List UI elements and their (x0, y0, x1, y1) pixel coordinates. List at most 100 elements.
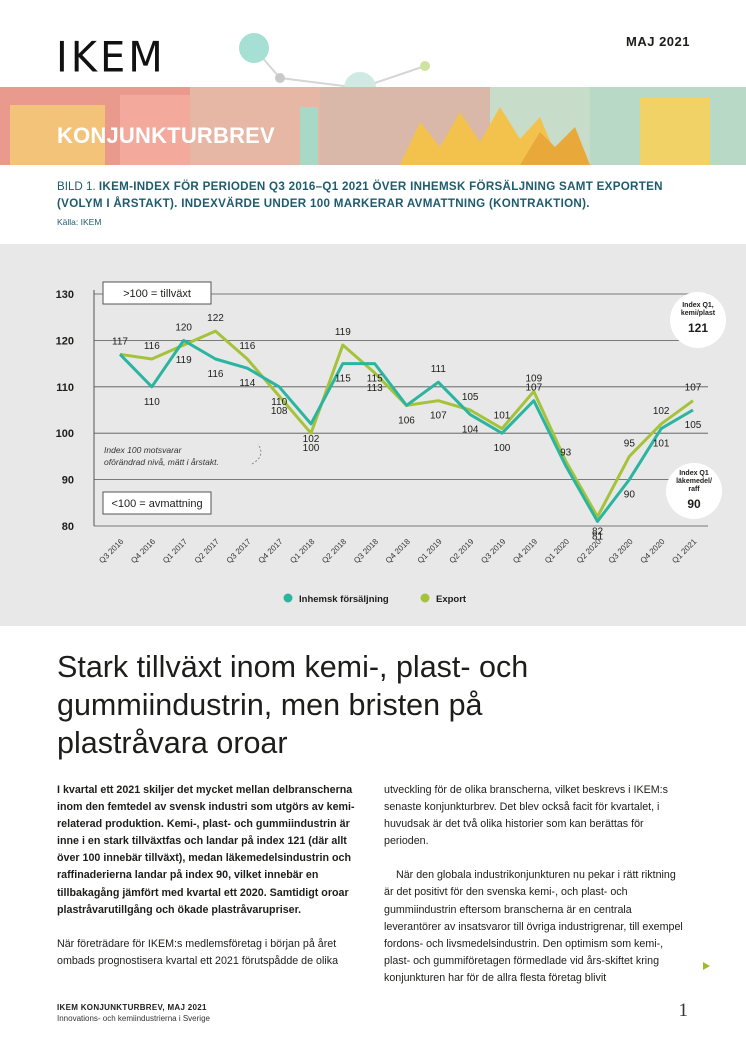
slowdown-box-label: <100 = avmattning (111, 498, 202, 510)
note-arrow-icon (251, 443, 262, 465)
article-column-left: I kvartal ett 2021 skiljer det mycket me… (57, 782, 359, 970)
caption-text: IKEM-INDEX FÖR PERIODEN Q3 2016–Q1 2021 … (57, 180, 663, 210)
data-label: 107 (430, 411, 447, 422)
data-label: 100 (303, 443, 320, 454)
index-note-line: Index 100 motsvarar (104, 445, 183, 455)
data-label: 107 (525, 383, 542, 394)
data-label: 101 (653, 439, 670, 450)
data-label: 116 (239, 341, 255, 352)
data-label: 81 (592, 531, 604, 542)
y-tick-label: 80 (62, 521, 74, 533)
index-badge-label: kemi/plast (681, 310, 716, 317)
index-badge (666, 463, 722, 519)
index-badge (670, 292, 726, 348)
data-label: 102 (303, 434, 320, 445)
index-badge-label: Index Q1 (679, 470, 709, 477)
series-line-inhemsk (118, 338, 694, 523)
header-banner (0, 87, 746, 165)
issue-date: MAJ 2021 (626, 34, 690, 49)
footer-title: IKEM KONJUNKTURBREV, MAJ 2021 (57, 1003, 207, 1012)
ikem-logo: IKEM (56, 33, 166, 83)
data-label: 95 (624, 438, 636, 449)
y-tick-label: 130 (56, 289, 74, 301)
x-tick-label: Q3 2018 (352, 537, 380, 565)
x-tick-label: Q4 2019 (511, 537, 539, 565)
legend-marker (420, 593, 430, 603)
page-number: 1 (678, 1000, 689, 1021)
article-headline: Stark tillväxt inom kemi-, plast- och gu… (57, 650, 529, 760)
index-badge-value: 90 (687, 497, 701, 511)
article-lead: I kvartal ett 2021 skiljer det mycket me… (57, 784, 355, 916)
x-tick-label: Q3 2016 (97, 537, 125, 565)
x-tick-label: Q4 2018 (384, 537, 412, 565)
caption-prefix: BILD 1. (57, 180, 99, 193)
data-label: 105 (685, 420, 702, 431)
data-label: 102 (653, 406, 670, 417)
y-tick-label: 120 (56, 335, 74, 347)
data-label: 90 (624, 490, 636, 501)
index-badge-label: raff (688, 486, 700, 493)
legend-marker (283, 593, 293, 603)
x-tick-label: Q1 2020 (543, 537, 571, 565)
data-label: 110 (144, 397, 160, 408)
figure-caption: BILD 1. IKEM-INDEX FÖR PERIODEN Q3 2016–… (57, 178, 697, 212)
banner-illustration (0, 87, 746, 165)
x-tick-label: Q2 2019 (448, 537, 476, 565)
data-label: 111 (431, 364, 447, 375)
data-label: 93 (560, 448, 572, 459)
data-label: 104 (462, 425, 479, 436)
article-paragraph: utveckling för de olika branscherna, vil… (384, 784, 668, 848)
footer-subtitle: Innovations- och kemiindustrierna i Sver… (57, 1014, 210, 1023)
article-column-right: utveckling för de olika branscherna, vil… (384, 782, 686, 987)
data-label: 116 (144, 341, 160, 352)
data-label: 115 (367, 374, 383, 385)
index-note-line: oförändrad nivå, mätt i årstakt. (104, 457, 219, 467)
data-label: 82 (592, 527, 604, 538)
y-tick-label: 90 (62, 475, 74, 487)
x-tick-label: Q3 2020 (607, 537, 635, 565)
data-label: 117 (112, 336, 128, 347)
data-label: 100 (494, 443, 511, 454)
data-label: 119 (335, 327, 351, 338)
data-label: 116 (208, 369, 224, 380)
x-tick-label: Q1 2019 (416, 537, 444, 565)
chart-panel: 80 90 100 110 120 130 Q3 2016 Q4 2016 Q1 2017 Q2 … (0, 244, 746, 626)
data-label: 120 (175, 322, 192, 333)
x-tick-label: Q4 2016 (129, 537, 157, 565)
x-tick-label: Q2 2018 (320, 537, 348, 565)
y-tick-label: 110 (56, 382, 74, 394)
data-label: 105 (462, 392, 479, 403)
data-label: 119 (176, 355, 192, 366)
data-label: 110 (271, 397, 287, 408)
legend-label: Export (436, 594, 467, 605)
data-label: 101 (494, 411, 511, 422)
figure-source: Källa: IKEM (57, 217, 102, 227)
x-tick-label: Q2 2017 (193, 537, 221, 565)
data-label: 115 (335, 374, 351, 385)
x-tick-label: Q3 2019 (479, 537, 507, 565)
growth-box-label: >100 = tillväxt (123, 288, 191, 300)
x-tick-label: Q1 2021 (670, 537, 698, 565)
data-label: 109 (525, 373, 542, 384)
index-badge-value: 121 (688, 321, 708, 335)
data-label: 114 (239, 378, 255, 389)
x-tick-label: Q1 2018 (288, 537, 316, 565)
article-paragraph: När den globala industrikonjunkturen nu … (384, 869, 683, 984)
slowdown-box (102, 491, 212, 515)
data-label: 106 (398, 415, 415, 426)
data-label: 113 (367, 383, 383, 394)
legend-label: Inhemsk försäljning (299, 594, 389, 605)
banner-title: KONJUNKTURBREV (57, 123, 275, 148)
data-label: 108 (271, 406, 288, 417)
data-label: 122 (207, 313, 224, 324)
index-badge-label: läkemedel/ (676, 478, 712, 485)
x-tick-label: Q4 2020 (639, 537, 667, 565)
data-label: 107 (685, 383, 702, 394)
x-tick-label: Q3 2017 (225, 537, 253, 565)
x-tick-label: Q4 2017 (257, 537, 285, 565)
index-badge-label: Index Q1, (682, 302, 714, 309)
article-paragraph: När företrädare för IKEM:s medlemsföreta… (57, 937, 339, 967)
continue-arrow-icon (703, 962, 710, 970)
growth-box (102, 281, 212, 305)
